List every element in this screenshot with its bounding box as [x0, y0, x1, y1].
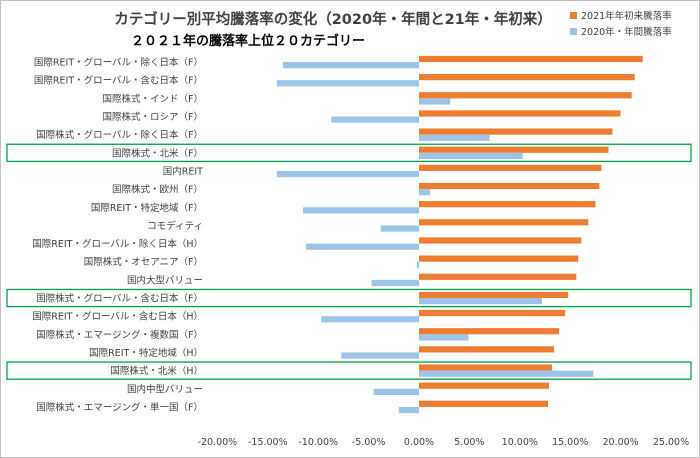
bar-2020: [303, 207, 419, 214]
category-label: 国際株式・オセアニア（F）: [84, 256, 203, 268]
bar-2021: [419, 219, 589, 226]
bar-2021: [419, 55, 643, 63]
category-label: 国際株式・エマージング・複数国（F）: [36, 329, 203, 341]
bar-2020: [419, 334, 469, 341]
category-label: 国内REIT: [163, 165, 203, 177]
x-tick-label: -5.00%: [352, 437, 386, 448]
bar-2020: [282, 62, 419, 69]
legend-label: 2020年・年間騰落率: [581, 26, 672, 38]
category-label: 国内中型バリュー: [127, 383, 203, 395]
category-label: コモディティ: [147, 220, 203, 232]
x-tick-label: -10.00%: [298, 437, 338, 448]
legend-label: 2021年年初来騰落率: [581, 10, 672, 22]
bar-2021: [419, 346, 555, 353]
bar-2021: [419, 364, 553, 371]
x-tick-label: 15.00%: [552, 437, 588, 448]
bar-2020: [416, 261, 419, 268]
highlight-box: [6, 361, 692, 380]
category-labels: 国際REIT・グローバル・除く日本（F） 国際REIT・グローバル・含む日本（F）…: [32, 57, 203, 414]
bar-2021: [419, 255, 579, 262]
category-label: 国際株式・欧州（F）: [112, 184, 203, 196]
category-label: 国際REIT・グローバル・含む日本（H）: [32, 311, 203, 323]
bar-2020: [276, 170, 419, 178]
category-label: 国際株式・エマージング・単一国（F）: [36, 401, 203, 413]
bar-2021: [419, 400, 549, 407]
x-tick-label: 5.00%: [454, 437, 484, 448]
bar-2021: [419, 273, 577, 280]
bar-series: [276, 55, 643, 414]
highlight-box: [6, 288, 692, 308]
bar-2020: [276, 80, 419, 87]
bar-2020: [380, 225, 419, 232]
category-label: 国際株式・グローバル・除く日本（F）: [36, 129, 203, 141]
bar-2021: [419, 309, 566, 317]
x-axis-ticks: -20.00% -15.00% -10.00% -5.00% 0.00% 5.00% 10.…: [198, 437, 690, 448]
bar-2021: [419, 237, 582, 244]
chart-subtitle: ２０２１年の騰落率上位２０カテゴリー: [131, 33, 365, 49]
legend: 2021年年初来騰落率 2020年・年間騰落率: [570, 10, 672, 38]
bar-2020: [306, 243, 419, 250]
category-label: 国際株式・グローバル・含む日本（F）: [36, 293, 203, 305]
category-label: 国際REIT・特定地域（F）: [91, 202, 203, 214]
bar-2021: [419, 128, 613, 135]
x-tick-label: 10.00%: [502, 437, 538, 448]
bar-2021: [419, 92, 632, 99]
category-label: 国際REIT・グローバル・含む日本（F）: [34, 75, 203, 87]
bar-2020: [331, 116, 419, 123]
bar-2020: [419, 134, 490, 141]
bar-2021: [419, 182, 600, 190]
bar-2020: [419, 370, 594, 377]
bar-2021: [419, 164, 602, 171]
bar-2020: [321, 316, 419, 323]
x-tick-label: 25.00%: [653, 437, 689, 448]
category-label: 国際株式・北米（F）: [112, 147, 203, 159]
bar-2020: [419, 152, 523, 160]
bar-2020: [398, 406, 419, 414]
chart-title: カテゴリー別平均騰落率の変化（2020年・年間と21年・年初来）: [114, 10, 552, 28]
x-tick-label: -15.00%: [248, 437, 288, 448]
bar-2021: [419, 146, 609, 153]
category-label: 国際株式・ロシア（F）: [103, 111, 203, 123]
category-label: 国際REIT・特定地域（H）: [89, 347, 203, 359]
highlight-boxes: [6, 143, 692, 380]
legend-swatch: [570, 12, 577, 19]
bar-2020: [373, 388, 419, 395]
category-label: 国際株式・北米（H）: [110, 365, 203, 377]
bar-2020: [419, 98, 451, 105]
x-tick-label: -20.00%: [198, 437, 238, 448]
bar-2021: [419, 291, 569, 299]
category-label: 国際REIT・グローバル・除く日本（H）: [32, 238, 203, 250]
x-tick-label: 0.00%: [404, 437, 434, 448]
category-label: 国際株式・インド（F）: [103, 93, 203, 105]
bar-2020: [419, 298, 542, 305]
category-label: 国際REIT・グローバル・除く日本（F）: [34, 57, 203, 69]
legend-swatch: [570, 28, 577, 35]
category-label: 国内大型バリュー: [127, 274, 203, 286]
highlight-box: [6, 143, 692, 163]
bar-2021: [419, 74, 635, 81]
bar-2020: [371, 279, 419, 287]
x-tick-label: 20.00%: [602, 437, 638, 448]
bar-2021: [419, 110, 621, 117]
bar-2020: [419, 189, 431, 196]
bar-2021: [419, 382, 550, 389]
bar-2020: [341, 352, 419, 359]
bar-2021: [419, 201, 596, 208]
bar-2021: [419, 328, 560, 335]
